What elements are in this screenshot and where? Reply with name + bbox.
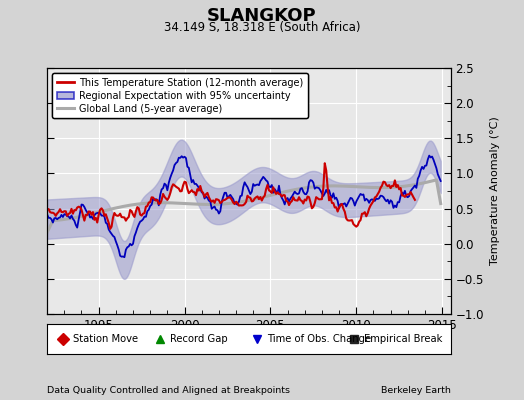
- Text: Empirical Break: Empirical Break: [364, 334, 442, 344]
- Text: Data Quality Controlled and Aligned at Breakpoints: Data Quality Controlled and Aligned at B…: [47, 386, 290, 395]
- Legend: This Temperature Station (12-month average), Regional Expectation with 95% uncer: This Temperature Station (12-month avera…: [52, 73, 308, 118]
- Text: SLANGKOP: SLANGKOP: [207, 7, 317, 25]
- Text: 34.149 S, 18.318 E (South Africa): 34.149 S, 18.318 E (South Africa): [163, 21, 361, 34]
- Text: Time of Obs. Change: Time of Obs. Change: [267, 334, 371, 344]
- Text: Station Move: Station Move: [73, 334, 138, 344]
- Y-axis label: Temperature Anomaly (°C): Temperature Anomaly (°C): [489, 117, 499, 265]
- Text: Berkeley Earth: Berkeley Earth: [381, 386, 451, 395]
- Text: Record Gap: Record Gap: [170, 334, 228, 344]
